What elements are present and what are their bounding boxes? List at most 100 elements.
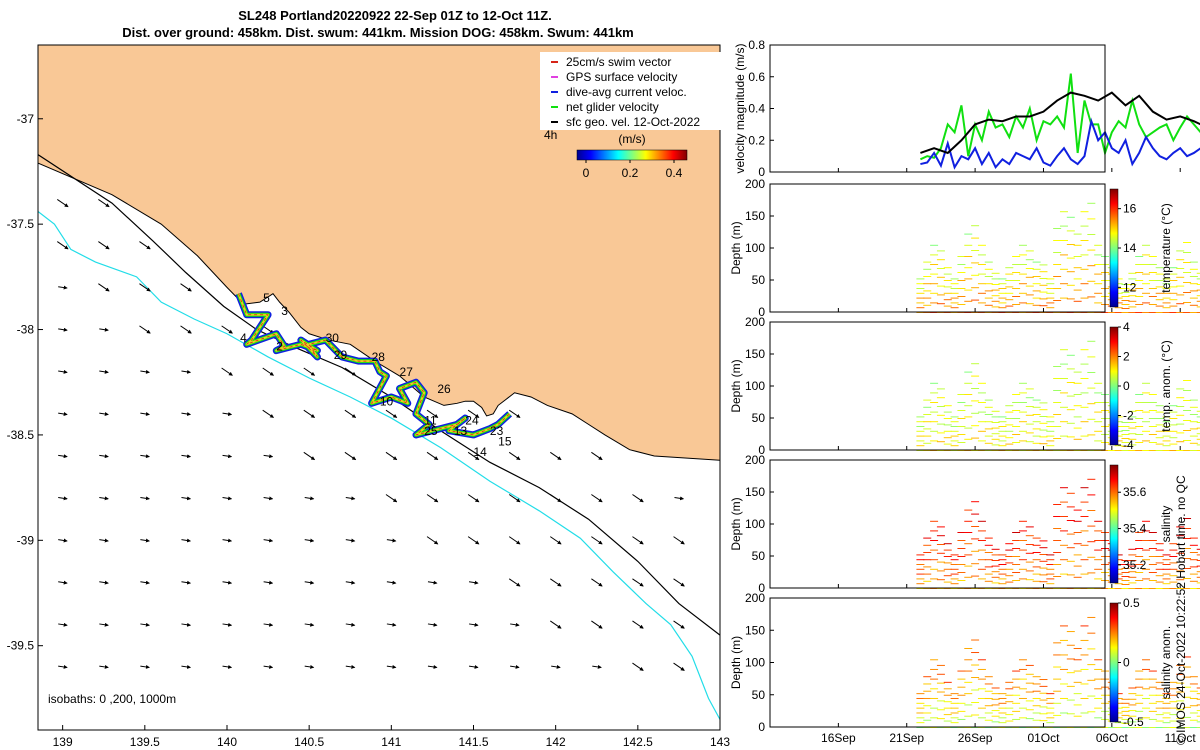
map-x-tick-label: 142.5 <box>623 735 653 749</box>
profile-cell <box>1087 202 1096 204</box>
profile-cell <box>977 302 986 304</box>
profile-cell <box>1176 259 1185 261</box>
profile-cell <box>1162 702 1171 704</box>
profile-cell <box>1176 700 1185 702</box>
profile-cell <box>1183 380 1192 381</box>
profile-cell <box>1148 718 1157 720</box>
profile-cell <box>943 280 952 281</box>
profile-cell <box>1039 713 1048 715</box>
profile-cell <box>964 416 973 418</box>
profile-cell <box>950 288 959 289</box>
profile-cell <box>984 690 993 692</box>
profile-cell <box>964 233 973 235</box>
profile-cell <box>991 710 1000 712</box>
profile-cell <box>964 554 973 556</box>
profile-cell <box>1155 418 1164 419</box>
profile-cell <box>1073 256 1082 257</box>
profile-cell <box>1073 576 1082 578</box>
profile-cell <box>977 540 986 541</box>
profile-cell <box>1080 487 1089 489</box>
profile-cell <box>1148 264 1157 265</box>
profile-cell <box>1080 421 1089 423</box>
profile-cell <box>1073 405 1082 407</box>
profile-cell <box>984 544 993 546</box>
sfc-geo-arrow <box>550 536 562 545</box>
profile-cell <box>1094 678 1103 680</box>
profile-cell <box>1018 549 1027 551</box>
profile-cell <box>1169 556 1178 557</box>
profile-cell <box>1176 423 1185 425</box>
profile-cell <box>1135 718 1144 720</box>
profile-cell <box>1053 366 1062 367</box>
sfc-geo-arrow <box>468 580 479 585</box>
profile-cell <box>923 442 932 444</box>
profile-cell <box>1176 673 1185 675</box>
profile-cell <box>930 392 939 394</box>
profile-cell <box>1012 434 1021 435</box>
profile-cell <box>1128 710 1137 712</box>
colorbar-tick-label: 14 <box>1123 241 1137 255</box>
profile-cell <box>1176 718 1185 720</box>
y-tick-label: 50 <box>752 411 766 425</box>
profile-cell <box>1121 710 1130 712</box>
profile-cell <box>1025 673 1034 675</box>
profile-cell <box>1142 727 1151 728</box>
profile-cell <box>1169 727 1178 728</box>
profile-cell <box>1196 576 1200 578</box>
profile-cell <box>1073 300 1082 302</box>
sfc-geo-arrow <box>468 664 479 669</box>
profile-cell <box>1135 296 1144 297</box>
profile-cell <box>1012 580 1021 581</box>
profile-cell <box>1025 664 1034 666</box>
profile-cell <box>1155 292 1164 294</box>
profile-cell <box>1066 685 1075 687</box>
profile-cell <box>1039 685 1048 687</box>
sfc-geo-arrow <box>344 409 357 418</box>
profile-cell <box>964 256 973 257</box>
profile-cell <box>1018 382 1027 384</box>
profile-cell <box>1018 440 1027 442</box>
profile-cell <box>1046 568 1055 570</box>
colorbar-tick-label: 0 <box>583 166 590 180</box>
profile-cell <box>1169 701 1178 703</box>
profile-cell <box>936 561 945 563</box>
profile-cell <box>1169 405 1178 407</box>
profile-cell <box>1148 678 1157 680</box>
profile-cell <box>1142 520 1151 522</box>
profile-cell <box>1073 543 1082 545</box>
profile-cell <box>930 244 939 246</box>
profile-cell <box>923 428 932 430</box>
profile-cell <box>916 697 925 699</box>
profile-cell <box>943 681 952 683</box>
profile-cell <box>971 714 980 716</box>
profile-cell <box>984 268 993 270</box>
profile-cell <box>1059 625 1068 627</box>
profile-cell <box>1046 292 1055 294</box>
y-tick-label: 50 <box>752 273 766 287</box>
profile-cell <box>1155 280 1164 281</box>
sfc-geo-arrow <box>632 662 644 671</box>
profile-cell <box>1080 625 1089 627</box>
profile-cell <box>1094 430 1103 432</box>
sfc-geo-arrow <box>222 580 233 585</box>
profile-cell <box>971 664 980 666</box>
profile-cell <box>1087 679 1096 681</box>
profile-cell <box>1196 410 1200 412</box>
profile-cell <box>1005 581 1014 583</box>
colorbar-tick-label: 35.4 <box>1123 522 1147 536</box>
profile-cell <box>971 513 980 515</box>
panel-colorbar <box>1109 188 1119 308</box>
profile-cell <box>930 382 939 384</box>
profile-cell <box>1169 312 1178 313</box>
profile-cell <box>1148 702 1157 704</box>
profile-cell <box>964 543 973 545</box>
profile-cell <box>1080 268 1089 270</box>
profile-cell <box>1142 312 1151 313</box>
profile-cell <box>971 702 980 704</box>
profile-cell <box>943 568 952 570</box>
sfc-geo-arrow <box>99 664 109 669</box>
profile-cell <box>1196 416 1200 418</box>
profile-cell <box>971 689 980 691</box>
profile-cell <box>936 718 945 720</box>
profile-cell <box>936 303 945 305</box>
